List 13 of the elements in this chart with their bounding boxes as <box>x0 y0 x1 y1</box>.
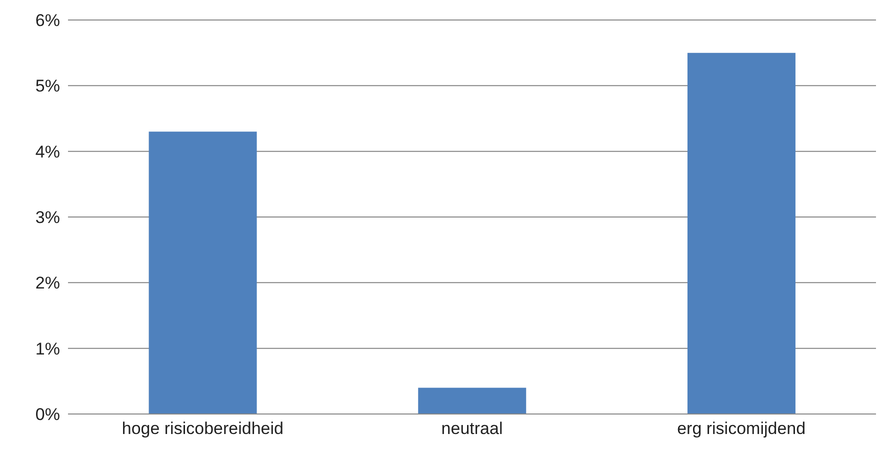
y-tick-label: 3% <box>35 208 60 228</box>
bar <box>418 388 526 414</box>
bar <box>687 52 796 414</box>
y-tick-label: 4% <box>35 142 60 162</box>
y-tick-label: 1% <box>35 339 60 358</box>
x-tick-label: erg risicomijdend <box>677 419 806 438</box>
y-tick-label: 2% <box>35 274 60 293</box>
y-tick-label: 5% <box>35 76 60 96</box>
y-tick-label: 0% <box>35 405 60 424</box>
bar <box>148 132 257 414</box>
x-tick-label: hoge risicobereidheid <box>122 419 284 438</box>
y-tick-label: 6% <box>35 11 60 30</box>
x-tick-label: neutraal <box>441 419 503 438</box>
